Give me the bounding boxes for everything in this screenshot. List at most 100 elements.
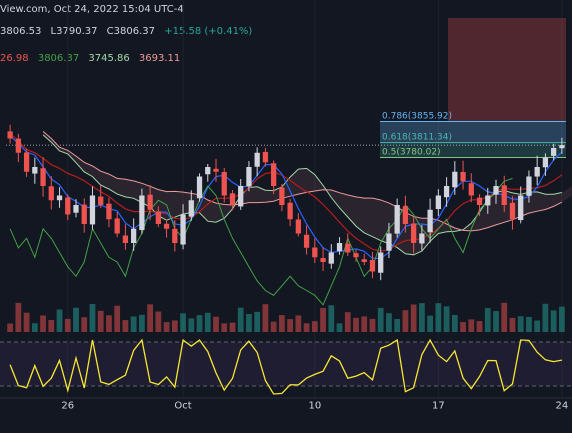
candle-body-23: [196, 176, 203, 199]
candle-body-18: [155, 211, 161, 224]
candle-body-10: [89, 195, 96, 225]
ichimoku-cloud: [43, 131, 572, 255]
x-tick-label-1: Oct: [174, 400, 191, 411]
volume-bar-67: [559, 306, 565, 332]
volume-bar-37: [311, 321, 318, 332]
candle-body-29: [246, 167, 252, 187]
volume-bar-26: [221, 323, 228, 332]
candle-body-30: [254, 152, 260, 167]
x-tick-label-0: 26: [61, 400, 74, 411]
volume-bar-52: [435, 303, 442, 332]
candle-body-12: [106, 203, 112, 220]
rsi-band: [0, 342, 572, 386]
candle-body-40: [336, 243, 343, 252]
volume-bar-64: [534, 320, 541, 332]
candle-body-58: [485, 195, 491, 206]
candle-body-27: [229, 193, 236, 205]
candle-body-59: [493, 186, 499, 195]
volume-bar-25: [213, 316, 219, 332]
candle-body-34: [287, 202, 293, 220]
span-a-line: [42, 134, 563, 256]
candle-body-54: [452, 171, 458, 188]
candle-body-32: [271, 163, 277, 186]
candle-body-52: [435, 195, 441, 210]
candle-body-7: [65, 197, 71, 215]
volume-bar-39: [328, 305, 335, 332]
candle-body-65: [542, 157, 549, 168]
rsi-line: [9, 338, 563, 395]
candle-body-16: [139, 195, 145, 231]
kijun-line: [9, 133, 563, 252]
volume-bar-45: [377, 307, 384, 332]
candle-body-33: [279, 187, 285, 205]
candle-body-37: [312, 247, 318, 258]
candle-body-5: [48, 186, 54, 201]
candle-body-64: [534, 167, 540, 177]
volume-bar-27: [229, 322, 236, 332]
volume-bar-51: [427, 315, 433, 332]
volume-bar-9: [81, 317, 88, 332]
volume-bar-61: [509, 317, 516, 332]
x-tick-label-4: 24: [556, 400, 569, 411]
volume-bar-13: [114, 305, 121, 332]
ohlc-change: +15.58 (+0.41%): [164, 26, 253, 37]
fib-label-1: 0.618(3811.34): [382, 133, 452, 143]
candle-body-14: [122, 235, 129, 243]
candle-body-67: [559, 145, 565, 149]
volume-bar-6: [56, 309, 63, 332]
candle-body-4: [40, 168, 46, 186]
volume-bar-57: [476, 321, 483, 332]
volume-bar-3: [31, 323, 38, 332]
volume-bar-12: [106, 315, 112, 332]
volume-bar-14: [122, 320, 129, 332]
volume-bar-66: [550, 310, 557, 332]
volume-bar-28: [237, 307, 244, 332]
ichimoku-value-4: 3693.11: [138, 53, 181, 64]
x-tick-label-3: 17: [432, 400, 445, 411]
volume-bar-18: [155, 311, 162, 332]
volume-bar-43: [361, 316, 368, 332]
candle-body-49: [411, 223, 417, 243]
ichimoku-value-3: 3745.86: [88, 53, 130, 64]
candle-body-36: [303, 234, 310, 248]
candle-body-61: [509, 202, 516, 220]
volume-bar-32: [270, 321, 277, 332]
x-tick-label-2: 10: [308, 400, 321, 411]
candle-body-31: [262, 151, 269, 163]
candle-body-26: [221, 172, 227, 196]
volume-bar-21: [180, 313, 186, 332]
volume-bar-29: [246, 313, 252, 332]
volume-bar-38: [320, 307, 326, 332]
candle-body-41: [345, 243, 351, 253]
ohlc-close: C3806.37: [106, 26, 156, 37]
candle-body-38: [320, 258, 326, 262]
chikou-line: [9, 177, 513, 306]
volume-bar-23: [196, 315, 203, 332]
volume-bar-47: [394, 318, 401, 332]
volume-bar-15: [130, 316, 137, 332]
volume-bar-33: [279, 315, 285, 332]
candle-body-22: [188, 200, 194, 217]
volume-bar-48: [402, 310, 409, 332]
volume-bar-60: [501, 302, 508, 332]
candle-body-17: [147, 194, 153, 210]
volume-bar-30: [254, 311, 261, 332]
volume-bar-16: [139, 314, 145, 332]
volume-bar-19: [163, 322, 170, 332]
fib-zone-618: [380, 142, 566, 158]
candle-body-25: [213, 168, 219, 172]
candle-body-66: [551, 148, 557, 156]
volume-bar-44: [369, 318, 376, 332]
candle-body-63: [526, 176, 532, 196]
candle-body-53: [443, 186, 450, 198]
volume-bar-50: [419, 303, 425, 332]
candle-body-46: [386, 233, 392, 251]
volume-bar-10: [89, 304, 96, 332]
candle-body-6: [56, 195, 63, 201]
volume-bar-11: [97, 310, 104, 332]
candle-body-24: [205, 167, 211, 175]
tenkan-line: [9, 135, 563, 259]
candle-body-50: [419, 233, 425, 244]
candle-body-11: [98, 196, 104, 205]
